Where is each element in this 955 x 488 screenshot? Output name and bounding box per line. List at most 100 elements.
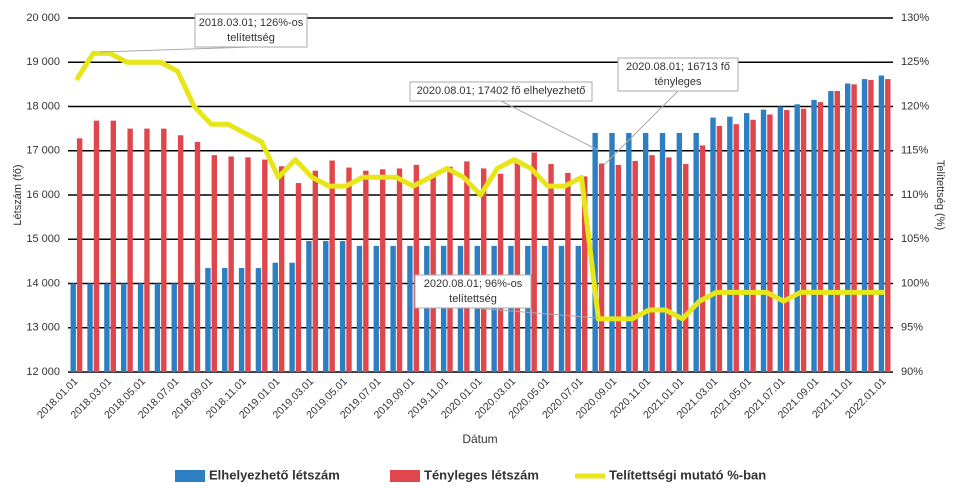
- bar: [817, 102, 824, 372]
- legend-swatch: [390, 470, 420, 482]
- bar: [272, 262, 278, 372]
- bar: [205, 268, 211, 372]
- bar: [262, 159, 268, 372]
- annotation-text: telítettség: [449, 293, 497, 305]
- bar: [794, 104, 800, 372]
- bar: [70, 283, 76, 372]
- bar: [716, 125, 723, 372]
- bar: [666, 157, 672, 372]
- bar: [407, 245, 413, 372]
- bar: [413, 164, 420, 372]
- bar: [127, 128, 133, 372]
- x-axis-title: Dátum: [462, 432, 497, 446]
- legend-label: Elhelyezhető létszám: [209, 467, 340, 482]
- annotation: 2020.08.01; 17402 fő elhelyezhető: [409, 81, 599, 151]
- legend-label: Telítettségi mutató %-ban: [609, 467, 766, 482]
- annotation: 2018.03.01; 126%-os telítettség: [99, 13, 308, 53]
- annotation-leader: [472, 307, 599, 319]
- y2-tick-label: 120%: [901, 100, 929, 112]
- bar: [238, 268, 245, 372]
- bar: [760, 109, 767, 372]
- bar: [743, 113, 750, 372]
- annotation-box: [194, 13, 308, 48]
- y2-tick-label: 90%: [901, 366, 923, 378]
- bar: [497, 173, 504, 372]
- line-series: [74, 50, 885, 322]
- y2-axis-title: Telítettség (%): [934, 160, 946, 230]
- bar: [525, 245, 531, 372]
- bar: [885, 79, 891, 372]
- bar: [245, 157, 251, 372]
- bar: [727, 116, 733, 373]
- bar: [110, 120, 116, 372]
- annotation-text: 2020.08.01; 96%-os: [424, 278, 523, 290]
- bar: [693, 132, 699, 372]
- bar: [346, 167, 352, 372]
- bar: [699, 145, 706, 372]
- bar: [171, 283, 177, 372]
- bar: [659, 132, 666, 372]
- bar: [457, 245, 464, 372]
- bar: [828, 91, 834, 372]
- annotation: 2020.08.01; 16713 fő tényleges: [603, 57, 739, 166]
- bar: [598, 163, 605, 372]
- bar: [306, 241, 312, 372]
- bar: [491, 245, 497, 372]
- bar: [592, 132, 598, 372]
- bar: [323, 241, 329, 372]
- bar: [733, 124, 739, 372]
- y-tick-label: 16 000: [26, 189, 60, 201]
- bar: [339, 241, 346, 372]
- bar: [222, 268, 228, 372]
- bar: [154, 283, 161, 372]
- bar: [878, 75, 885, 373]
- bar: [356, 245, 363, 372]
- annotation-box: [617, 57, 739, 92]
- bar: [609, 132, 615, 372]
- annotation-leader: [500, 100, 599, 151]
- y-tick-label: 15 000: [26, 233, 60, 245]
- bar: [363, 170, 369, 372]
- legend-swatch: [175, 470, 205, 482]
- y-tick-label: 19 000: [26, 56, 60, 68]
- bar: [548, 164, 554, 372]
- bar: [137, 283, 144, 372]
- bar: [710, 117, 716, 372]
- bar: [834, 91, 840, 372]
- bar: [161, 128, 167, 372]
- annotation: 2020.08.01; 96%-os telítettség: [414, 274, 599, 319]
- annotation-text: 2020.08.01; 17402 fő elhelyezhető: [417, 85, 586, 97]
- y2-tick-label: 125%: [901, 56, 929, 68]
- bar: [278, 166, 285, 372]
- bar: [615, 164, 622, 372]
- bar: [582, 176, 588, 372]
- bar: [396, 168, 403, 372]
- bar: [228, 156, 234, 372]
- bar: [508, 245, 514, 372]
- bar: [851, 84, 857, 372]
- annotation-box: [414, 274, 532, 309]
- bar: [104, 283, 110, 372]
- bar: [626, 132, 632, 372]
- bar: [575, 245, 582, 372]
- bar: [211, 155, 218, 372]
- bar: [676, 132, 683, 372]
- bar: [531, 152, 537, 372]
- bar: [194, 141, 201, 372]
- bar: [87, 283, 93, 372]
- bar: [558, 245, 565, 372]
- annotation-text: 2020.08.01; 16713 fő: [626, 61, 730, 73]
- y-tick-label: 12 000: [26, 366, 60, 378]
- bar: [632, 160, 638, 372]
- annotation-leader: [603, 90, 679, 166]
- bar: [777, 106, 784, 372]
- bar: [144, 128, 150, 372]
- y-tick-label: 18 000: [26, 100, 60, 112]
- bar: [541, 245, 548, 372]
- annotation-leader: [99, 46, 252, 53]
- annotation-text: tényleges: [654, 76, 702, 88]
- bar: [424, 245, 430, 372]
- bar: [177, 135, 184, 372]
- bar: [373, 245, 379, 372]
